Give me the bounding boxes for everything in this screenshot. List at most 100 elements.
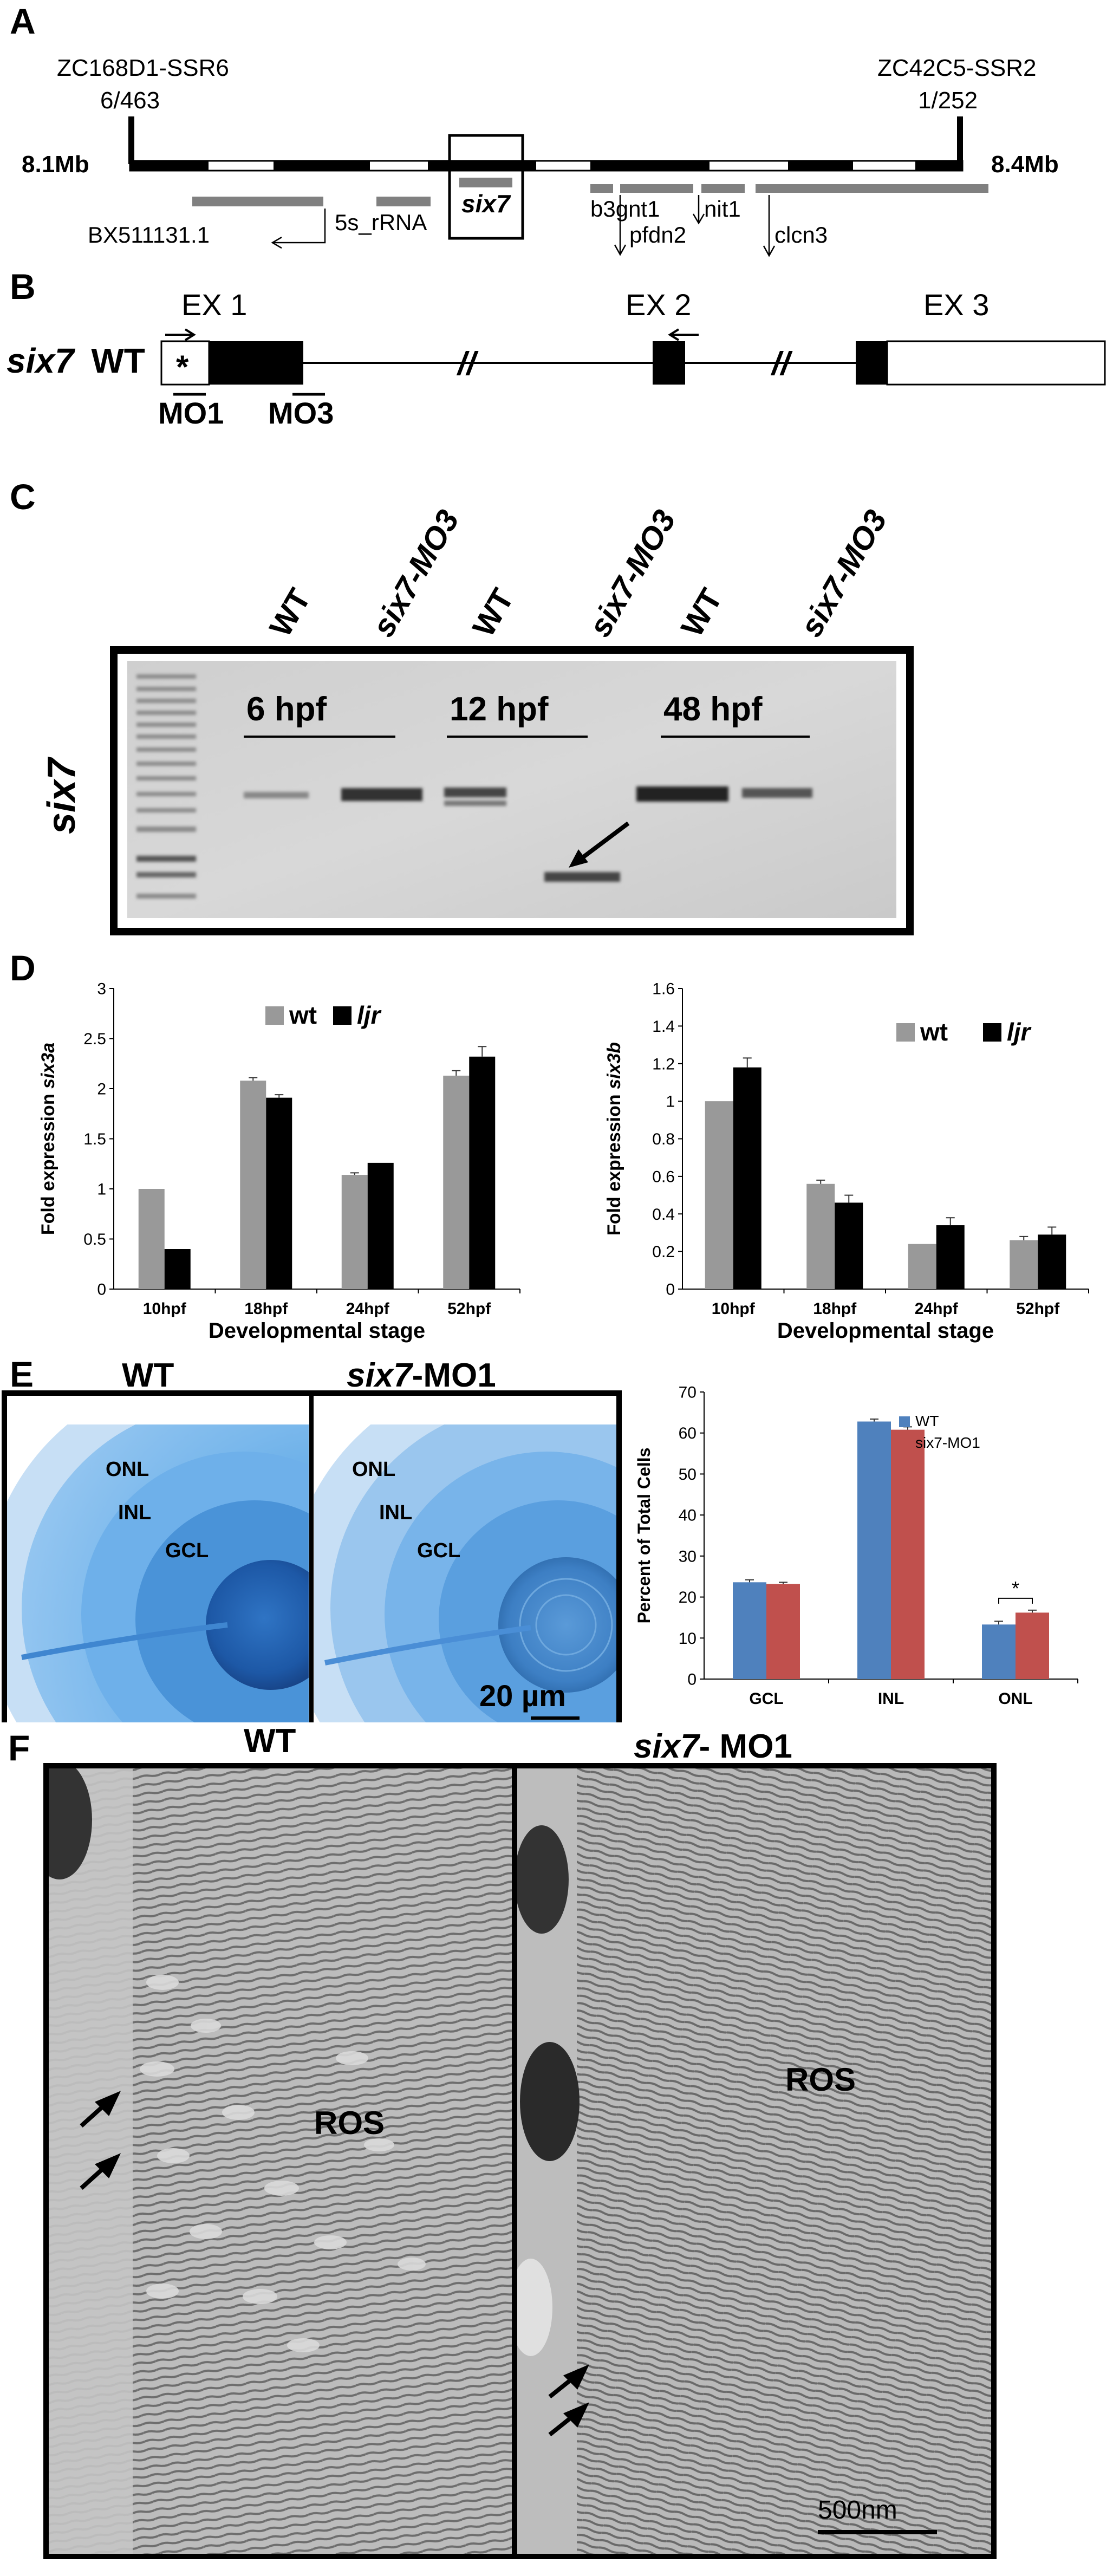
- gene-bar-clcn3: [756, 184, 988, 193]
- bar: [705, 1101, 733, 1289]
- x-tick-label: 10hpf: [143, 1300, 187, 1318]
- em-mo-image: [517, 1766, 994, 2557]
- x-tick-label: 10hpf: [712, 1300, 756, 1318]
- x-tick-label: ONL: [998, 1690, 1032, 1708]
- left-position: 8.1Mb: [22, 151, 89, 178]
- mo1-label: MO1: [158, 396, 224, 430]
- y-tick-label: 1: [97, 1181, 106, 1199]
- gel-lane-labels: WT six7-MO3 WT six7-MO3 WT six7-MO3: [263, 504, 894, 643]
- y-axis-label: Fold expression six3a: [38, 1043, 58, 1235]
- legend-label: wt: [289, 1001, 317, 1029]
- panel-e-svg: E WT six7-MO1 ONL: [2, 1354, 1078, 1722]
- y-tick-label: 0.5: [83, 1231, 106, 1248]
- y-tick-label: 1.6: [652, 980, 675, 998]
- ex2-label: EX 2: [626, 288, 691, 322]
- ros-label-mo: ROS: [785, 2061, 856, 2098]
- arrow-5s: [274, 209, 326, 244]
- histo-mo-title: six7-MO1: [347, 1357, 496, 1394]
- bar: [240, 1081, 266, 1289]
- left-marker-ratio: 6/463: [100, 87, 160, 114]
- y-axis-label-prefix: Fold expression: [38, 1089, 58, 1235]
- right-marker-tick: [957, 116, 963, 164]
- y-tick-label: 50: [679, 1466, 697, 1484]
- bar: [982, 1624, 1016, 1679]
- panel-f-letter: F: [8, 1728, 30, 1768]
- primer-reverse-arrow: [668, 328, 699, 341]
- exon2: [653, 341, 685, 385]
- y-tick-label: 2: [97, 1081, 106, 1098]
- layer-label-gcl-mo: GCL: [417, 1539, 460, 1562]
- histology-scale-label: 20 µm: [479, 1679, 566, 1713]
- bar: [733, 1067, 761, 1289]
- bar: [936, 1225, 965, 1289]
- histo-wt-title: WT: [122, 1357, 174, 1394]
- y-tick-label: 1: [666, 1093, 675, 1111]
- gene-label-six7: six7: [461, 190, 511, 218]
- gene-wt-label: six7 WT: [6, 341, 145, 380]
- gene-bar-pfdn2: [620, 184, 693, 193]
- left-marker-name: ZC168D1-SSR6: [57, 55, 229, 81]
- x-axis-label: Developmental stage: [777, 1319, 994, 1343]
- y-axis-label-gene: six3a: [38, 1043, 58, 1089]
- y-axis-label: Fold expression six3b: [604, 1042, 624, 1235]
- gene-label-bx: BX511131.1: [88, 222, 210, 248]
- layer-label-gcl-wt: GCL: [165, 1539, 209, 1562]
- bar: [908, 1244, 936, 1289]
- gene-bar-5s: [376, 197, 431, 206]
- bar: [806, 1183, 835, 1289]
- x-tick-label: 24hpf: [346, 1300, 390, 1318]
- y-tick-label: 1.5: [83, 1130, 106, 1148]
- gene-label-5s: 5s_rRNA: [335, 210, 427, 235]
- significance-bracket: [998, 1597, 1033, 1604]
- panel-d-letter: D: [10, 948, 36, 988]
- y-tick-label: 1.4: [652, 1018, 675, 1036]
- x-tick-label: 52hpf: [447, 1300, 491, 1318]
- layer-label-onl-wt: ONL: [106, 1458, 149, 1481]
- panel-c: C WT six7-MO3 WT six7-MO3 WT six7-MO3 si…: [10, 477, 914, 935]
- y-tick-label: 0.4: [652, 1206, 675, 1224]
- x-tick-label: 52hpf: [1016, 1300, 1060, 1318]
- left-marker-tick: [128, 116, 134, 164]
- panel-e-letter: E: [10, 1354, 34, 1394]
- histo-mo-suffix: -MO1: [412, 1357, 496, 1394]
- right-marker-name: ZC42C5-SSR2: [877, 55, 1036, 81]
- panel-e: E WT six7-MO1 ONL: [0, 1354, 1113, 1722]
- y-tick-label: 3: [97, 980, 106, 998]
- histo-mo-gene: six7: [347, 1357, 413, 1394]
- chromosome-bar: [129, 160, 964, 172]
- em-wt-title: WT: [244, 1722, 296, 1760]
- gene-bar-b3gnt1: [590, 184, 613, 193]
- gel-bands: [244, 786, 812, 882]
- right-marker-ratio: 1/252: [918, 87, 978, 114]
- lane-label: WT: [263, 583, 317, 643]
- lane-label: six7-MO3: [366, 504, 466, 643]
- break-mark-1: //: [456, 346, 479, 382]
- y-tick-label: 2.5: [83, 1030, 106, 1048]
- x-tick-label: 18hpf: [244, 1300, 288, 1318]
- exon3-utr: [886, 340, 1106, 386]
- y-tick-label: 20: [679, 1589, 697, 1606]
- lane-label: WT: [674, 583, 729, 643]
- gene-wt-suffix: WT: [91, 341, 145, 380]
- legend-label: ljr: [1007, 1018, 1032, 1046]
- em-arrows: [80, 2091, 590, 2437]
- gene-bar-bx: [192, 197, 323, 206]
- significance-mark: *: [1012, 1577, 1019, 1599]
- panel-b-letter: B: [10, 266, 36, 307]
- lane-label: six7-MO3: [582, 504, 682, 643]
- layer-label-onl-mo: ONL: [352, 1458, 395, 1481]
- bar: [1038, 1234, 1066, 1289]
- legend-swatch: [983, 1023, 1001, 1042]
- bar: [766, 1584, 800, 1679]
- x-tick-label: 24hpf: [915, 1300, 959, 1318]
- panel-a-letter: A: [10, 1, 36, 41]
- gene-label-clcn3: clcn3: [774, 222, 828, 248]
- chart-cell-percent: 0 10 20 30 40 50 60 70 GCL INL ONL Percent of Total…: [634, 1384, 1078, 1708]
- exon3-coding: [856, 341, 887, 385]
- y-axis-label-prefix: Fold expression: [604, 1089, 624, 1235]
- bar: [341, 1175, 368, 1289]
- panel-f: F WT six7- MO1: [8, 1722, 997, 2559]
- lane-label: WT: [466, 583, 520, 643]
- y-axis-label: Percent of Total Cells: [634, 1448, 654, 1624]
- x-tick-label: GCL: [749, 1690, 783, 1708]
